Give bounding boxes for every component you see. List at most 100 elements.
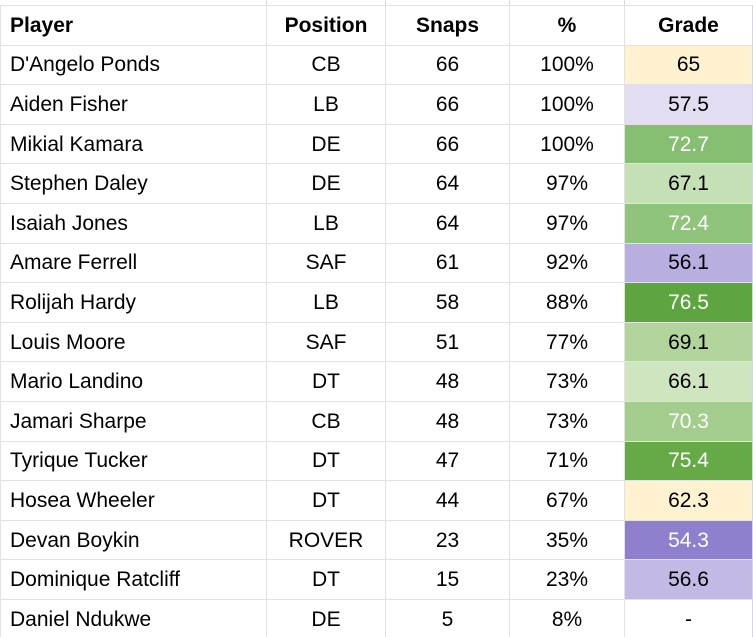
table-row: Hosea Wheeler DT 44 67% 62.3 (0, 480, 753, 521)
column-divider (509, 0, 510, 6)
table-row: D'Angelo Ponds CB 66 100% 65 (0, 45, 753, 86)
percent-cell[interactable]: 8% (509, 599, 625, 637)
header-position[interactable]: Position (266, 5, 386, 46)
column-header-edge (0, 0, 753, 6)
percent-cell[interactable]: 73% (509, 361, 625, 402)
percent-cell[interactable]: 100% (509, 124, 625, 165)
header-percent[interactable]: % (509, 5, 625, 46)
percent-cell[interactable]: 23% (509, 559, 625, 600)
table-row: Aiden Fisher LB 66 100% 57.5 (0, 84, 753, 125)
player-cell[interactable]: Stephen Daley (0, 163, 267, 204)
position-cell[interactable]: LB (266, 282, 386, 323)
header-snaps[interactable]: Snaps (385, 5, 510, 46)
player-cell[interactable]: Aiden Fisher (0, 84, 267, 125)
snaps-cell[interactable]: 64 (385, 163, 510, 204)
player-cell[interactable]: Mario Landino (0, 361, 267, 402)
player-cell[interactable]: Rolijah Hardy (0, 282, 267, 323)
percent-cell[interactable]: 88% (509, 282, 625, 323)
column-divider (266, 0, 267, 6)
percent-cell[interactable]: 97% (509, 203, 625, 244)
grade-cell[interactable]: 76.5 (624, 282, 753, 323)
grade-cell[interactable]: 57.5 (624, 84, 753, 125)
position-cell[interactable]: DT (266, 361, 386, 402)
snaps-cell[interactable]: 23 (385, 520, 510, 561)
snaps-cell[interactable]: 15 (385, 559, 510, 600)
header-grade[interactable]: Grade (624, 5, 753, 46)
player-cell[interactable]: Hosea Wheeler (0, 480, 267, 521)
grade-cell[interactable]: 66.1 (624, 361, 753, 402)
grade-cell[interactable]: 54.3 (624, 520, 753, 561)
percent-cell[interactable]: 100% (509, 45, 625, 86)
table-body: D'Angelo Ponds CB 66 100% 65 Aiden Fisher LB 66… (0, 45, 753, 637)
player-cell[interactable]: D'Angelo Ponds (0, 45, 267, 86)
grade-cell[interactable]: 67.1 (624, 163, 753, 204)
snaps-cell[interactable]: 48 (385, 401, 510, 442)
percent-cell[interactable]: 35% (509, 520, 625, 561)
percent-cell[interactable]: 97% (509, 163, 625, 204)
player-cell[interactable]: Amare Ferrell (0, 243, 267, 284)
position-cell[interactable]: DE (266, 599, 386, 637)
player-cell[interactable]: Dominique Ratcliff (0, 559, 267, 600)
snaps-cell[interactable]: 51 (385, 322, 510, 363)
table-row: Rolijah Hardy LB 58 88% 76.5 (0, 282, 753, 323)
column-divider (624, 0, 625, 6)
player-cell[interactable]: Daniel Ndukwe (0, 599, 267, 637)
snaps-cell[interactable]: 66 (385, 45, 510, 86)
table-row: Dominique Ratcliff DT 15 23% 56.6 (0, 559, 753, 600)
header-player[interactable]: Player (0, 5, 267, 46)
snaps-cell[interactable]: 48 (385, 361, 510, 402)
snaps-cell[interactable]: 58 (385, 282, 510, 323)
grade-cell[interactable]: 75.4 (624, 441, 753, 482)
snaps-cell[interactable]: 44 (385, 480, 510, 521)
snaps-cell[interactable]: 66 (385, 124, 510, 165)
player-cell[interactable]: Isaiah Jones (0, 203, 267, 244)
table-row: Louis Moore SAF 51 77% 69.1 (0, 322, 753, 363)
percent-cell[interactable]: 92% (509, 243, 625, 284)
position-cell[interactable]: SAF (266, 243, 386, 284)
percent-cell[interactable]: 77% (509, 322, 625, 363)
snaps-cell[interactable]: 61 (385, 243, 510, 284)
grade-cell[interactable]: 72.4 (624, 203, 753, 244)
player-grades-table: Player Position Snaps % Grade D'Angelo P… (0, 5, 753, 637)
grade-cell[interactable]: 69.1 (624, 322, 753, 363)
table-row: Amare Ferrell SAF 61 92% 56.1 (0, 243, 753, 284)
table-row: Stephen Daley DE 64 97% 67.1 (0, 163, 753, 204)
position-cell[interactable]: DE (266, 124, 386, 165)
grade-cell[interactable]: 70.3 (624, 401, 753, 442)
player-cell[interactable]: Mikial Kamara (0, 124, 267, 165)
table-row: Devan Boykin ROVER 23 35% 54.3 (0, 520, 753, 561)
snaps-cell[interactable]: 47 (385, 441, 510, 482)
player-cell[interactable]: Jamari Sharpe (0, 401, 267, 442)
grade-cell[interactable]: 72.7 (624, 124, 753, 165)
table-row: Daniel Ndukwe DE 5 8% - (0, 599, 753, 637)
header-row: Player Position Snaps % Grade (0, 5, 753, 46)
grade-cell[interactable]: 65 (624, 45, 753, 86)
snaps-cell[interactable]: 64 (385, 203, 510, 244)
table-row: Jamari Sharpe CB 48 73% 70.3 (0, 401, 753, 442)
percent-cell[interactable]: 71% (509, 441, 625, 482)
player-cell[interactable]: Louis Moore (0, 322, 267, 363)
player-cell[interactable]: Tyrique Tucker (0, 441, 267, 482)
grade-cell[interactable]: 56.6 (624, 559, 753, 600)
grade-cell[interactable]: 56.1 (624, 243, 753, 284)
position-cell[interactable]: DT (266, 441, 386, 482)
percent-cell[interactable]: 100% (509, 84, 625, 125)
position-cell[interactable]: CB (266, 45, 386, 86)
position-cell[interactable]: ROVER (266, 520, 386, 561)
player-cell[interactable]: Devan Boykin (0, 520, 267, 561)
snaps-cell[interactable]: 5 (385, 599, 510, 637)
position-cell[interactable]: DT (266, 559, 386, 600)
column-divider (385, 0, 386, 6)
position-cell[interactable]: SAF (266, 322, 386, 363)
grade-cell[interactable]: 62.3 (624, 480, 753, 521)
grade-cell[interactable]: - (624, 599, 753, 637)
percent-cell[interactable]: 67% (509, 480, 625, 521)
position-cell[interactable]: CB (266, 401, 386, 442)
position-cell[interactable]: DE (266, 163, 386, 204)
percent-cell[interactable]: 73% (509, 401, 625, 442)
position-cell[interactable]: DT (266, 480, 386, 521)
position-cell[interactable]: LB (266, 203, 386, 244)
position-cell[interactable]: LB (266, 84, 386, 125)
snaps-cell[interactable]: 66 (385, 84, 510, 125)
